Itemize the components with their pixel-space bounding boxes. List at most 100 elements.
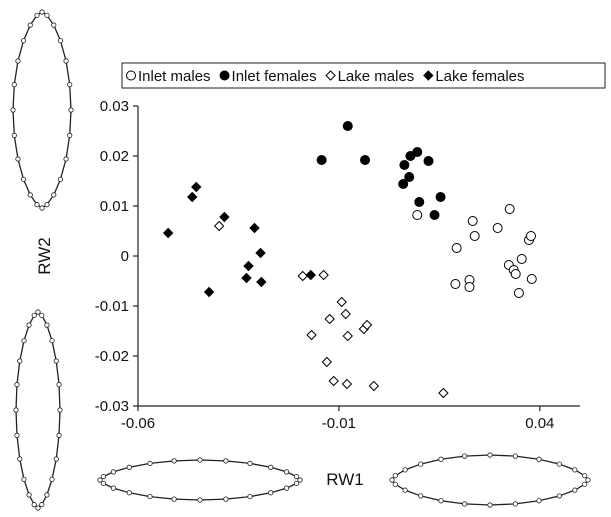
outline-vertex [51, 192, 57, 198]
y-tick-label: 0.03 [100, 98, 129, 115]
outline-vertex [17, 358, 23, 364]
outline-vertex [247, 460, 253, 467]
outline-vertex [438, 498, 444, 504]
outline-vertex [284, 469, 290, 475]
legend-label: Inlet males [138, 68, 211, 85]
outline-vertex [582, 481, 588, 487]
point [203, 286, 215, 298]
outline-vertex [197, 457, 203, 463]
outline-vertex [68, 107, 74, 113]
outline-vertex [20, 38, 27, 44]
outline-vertex [126, 490, 132, 496]
outline-vertex [512, 501, 518, 507]
outline-vertex [297, 477, 303, 483]
outline-vertex [44, 492, 50, 498]
outline-vertex [223, 496, 229, 502]
outline-vertex [53, 456, 59, 462]
outline-vertex [556, 461, 562, 467]
y-tick-label: -0.02 [95, 348, 129, 365]
legend-label: Lake females [435, 68, 524, 85]
point [241, 272, 252, 284]
outline-vertex [26, 322, 32, 328]
outline-vertex [67, 132, 73, 138]
point [414, 197, 425, 207]
outline-vertex [57, 407, 63, 413]
outline-vertex [438, 456, 444, 462]
outline-vertex [31, 502, 37, 508]
y-axis-label: RW2 [35, 237, 54, 274]
point [516, 254, 527, 264]
point [398, 179, 409, 189]
outline-vertex [462, 501, 468, 507]
outline-vertex [35, 505, 41, 511]
outline-vertex [126, 464, 132, 470]
outline-vertex [49, 476, 55, 482]
y-tick-label: 0.01 [100, 198, 129, 215]
x-tick-label: -0.06 [121, 415, 155, 432]
outline-vertex [392, 473, 398, 479]
point [504, 204, 515, 214]
legend-box [121, 62, 606, 89]
outline-vertex [10, 107, 16, 113]
outline-vertex [536, 498, 542, 504]
y-tick-label: -0.03 [95, 398, 129, 415]
outline-vertex [572, 487, 578, 493]
outline-vertex [13, 407, 19, 413]
point [435, 192, 446, 202]
point [469, 231, 480, 241]
outline-vertex [57, 176, 64, 182]
point [510, 269, 521, 279]
outline-vertex [26, 492, 32, 498]
legend: Inlet males Inlet females Lake males Lake f… [126, 68, 525, 85]
outline-vertex [247, 493, 253, 500]
point [399, 160, 410, 170]
outline-vertex [39, 312, 45, 318]
outline-vertex [44, 322, 50, 328]
outline-vertex [572, 467, 578, 473]
point [316, 155, 327, 165]
point [328, 375, 339, 387]
outline-vertex [487, 502, 493, 508]
outline-vertex [14, 382, 20, 388]
outline-vertex [15, 156, 21, 162]
point [305, 269, 316, 281]
outline-vertex [31, 312, 37, 318]
point [162, 227, 174, 239]
outline-vertex [100, 473, 107, 480]
point [249, 222, 260, 234]
point [306, 329, 317, 341]
legend-marker [423, 70, 434, 81]
point [464, 282, 475, 292]
point [342, 121, 353, 131]
point [219, 211, 230, 223]
outline-vertex [27, 192, 33, 198]
outline-vertex [63, 156, 69, 162]
outline-vertex [536, 456, 542, 462]
outline-vertex [53, 358, 59, 364]
outline-vertex [284, 485, 290, 491]
outline-vertex [63, 58, 69, 64]
outline-vertex [11, 82, 17, 88]
point [256, 276, 267, 288]
point [513, 288, 524, 298]
point [451, 243, 462, 253]
outline-vertex [402, 467, 408, 473]
outline-vertex [392, 481, 398, 487]
point [340, 308, 351, 320]
outline-vertex [14, 432, 20, 438]
outline-vertex [389, 477, 395, 483]
point [492, 223, 503, 233]
point [341, 378, 353, 390]
point [324, 313, 335, 325]
point [321, 356, 333, 368]
y-tick-label: 0.02 [100, 148, 129, 165]
point [191, 181, 202, 193]
outline-vertex [293, 480, 300, 487]
point [526, 274, 537, 284]
outline-vertex [171, 496, 177, 502]
point [361, 319, 373, 331]
legend-marker [325, 70, 336, 81]
point [243, 260, 254, 272]
outline-vertex [556, 493, 562, 499]
outline-vertex [67, 82, 73, 88]
